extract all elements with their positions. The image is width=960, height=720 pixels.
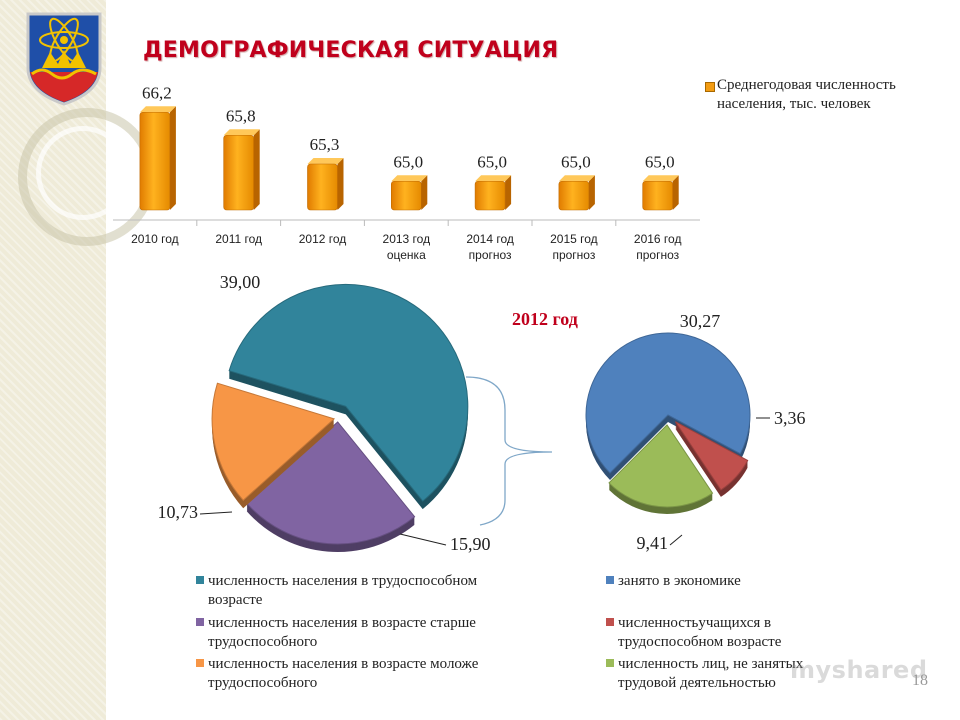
pie-slice (608, 424, 714, 514)
bar-value-label: 65,3 (310, 135, 340, 154)
pie-slice-top (211, 382, 336, 501)
pie-value-label: 9,41 (637, 533, 669, 553)
category-label: 2016 год прогноз (634, 232, 682, 262)
category-label: 2015 год прогноз (550, 232, 598, 262)
bar (139, 106, 176, 211)
pie-title-2012: 2012 год (512, 309, 578, 329)
pie2-legend-item: численность лиц, не занятых трудовой дея… (606, 655, 856, 693)
decorative-ring (36, 126, 130, 220)
bar-front (558, 180, 590, 211)
bar-side (588, 175, 595, 210)
legend-label: численность населения в возрасте моложе … (208, 656, 479, 691)
bar-front (474, 180, 506, 211)
bar-side (505, 175, 512, 210)
legend-label: численность лиц, не занятых трудовой дея… (618, 656, 804, 691)
watermark: myshared (790, 656, 928, 684)
pie1-legend-item: численность населения в возрасте старше … (196, 614, 496, 652)
pie-value-label: 30,27 (680, 311, 721, 331)
bar (223, 129, 260, 211)
pie-slice (585, 332, 751, 480)
pie-leader-line (669, 534, 683, 546)
pie-value-label: 15,90 (450, 534, 491, 554)
bar-front (139, 111, 171, 211)
pie-value-label: 39,00 (220, 272, 261, 292)
pie1-legend-item: численность населения в возрасте моложе … (196, 655, 496, 693)
pie-slice (211, 382, 336, 509)
pie-slice (228, 283, 469, 510)
bar (474, 175, 512, 211)
pie1-legend-item: численность населения в трудоспособном в… (196, 572, 496, 610)
pie-value-label: 10,73 (158, 502, 199, 522)
city-emblem-icon (26, 12, 102, 106)
bar-front (642, 180, 674, 211)
bar (558, 175, 595, 211)
legend-swatch (705, 82, 715, 92)
bar-value-label: 66,2 (142, 83, 172, 102)
legend-label: численность населения в трудоспособном в… (208, 573, 478, 608)
category-label: 2010 год (131, 232, 179, 246)
legend-swatch (196, 576, 204, 584)
legend-label: численность населения в возрасте старше … (208, 615, 476, 650)
bar-side (337, 158, 344, 210)
page-number: 18 (912, 672, 928, 689)
bar (390, 175, 428, 211)
bar-value-label: 65,8 (226, 106, 256, 125)
bar-front (307, 163, 338, 211)
bar-top (391, 175, 428, 182)
legend-label: занято в экономике (618, 573, 741, 589)
legend-swatch (606, 618, 614, 626)
bar-value-label: 65,0 (393, 152, 423, 171)
legend-swatch (606, 659, 614, 667)
bar-side (169, 106, 176, 210)
pie2-legend-item: численностьучащихся в трудоспособном воз… (606, 614, 856, 652)
pie-slice-top (608, 424, 714, 508)
connector-bracket (465, 376, 553, 526)
legend-label: численностьучащихся в трудоспособном воз… (618, 615, 782, 650)
bar-top (558, 175, 595, 182)
category-label: 2011 год (215, 232, 262, 246)
pie-value-label: 3,36 (774, 408, 806, 428)
category-label: 2013 год оценка (383, 232, 431, 262)
pie2-legend-item: занято в экономике (606, 572, 856, 591)
bar-front (390, 180, 422, 211)
bar-side (421, 175, 428, 210)
legend-swatch (196, 618, 204, 626)
bar-top (139, 106, 176, 113)
pie-slice (246, 421, 416, 552)
bar-value-label: 65,0 (645, 152, 675, 171)
pie-slice-top (674, 421, 749, 491)
category-label: 2014 год прогноз (466, 232, 514, 262)
bar-value-label: 65,0 (477, 152, 507, 171)
bar-side (672, 175, 679, 210)
bar-legend: Среднегодовая численность населения, тыс… (705, 76, 945, 114)
pie-leader-line (199, 511, 233, 515)
pie-leader-line (399, 533, 447, 546)
bar-top (223, 129, 260, 136)
bar-value-label: 65,0 (561, 152, 591, 171)
legend-swatch (196, 659, 204, 667)
category-label: 2012 год (299, 232, 347, 246)
bar (307, 158, 344, 211)
bar-top (642, 175, 679, 182)
bar (642, 175, 679, 211)
pie-slice (674, 421, 749, 497)
pie-slice-top (246, 421, 416, 545)
bar-top (307, 158, 344, 164)
pie-slice-top (228, 283, 469, 502)
page-title: ДЕМОГРАФИЧЕСКАЯ СИТУАЦИЯ (143, 38, 559, 63)
bar-side (253, 129, 260, 210)
legend-swatch (606, 576, 614, 584)
legend-label: Среднегодовая численность населения, тыс… (717, 77, 896, 112)
bar-front (223, 134, 254, 211)
pie-slice-top (585, 332, 751, 474)
bar-top (475, 175, 512, 182)
